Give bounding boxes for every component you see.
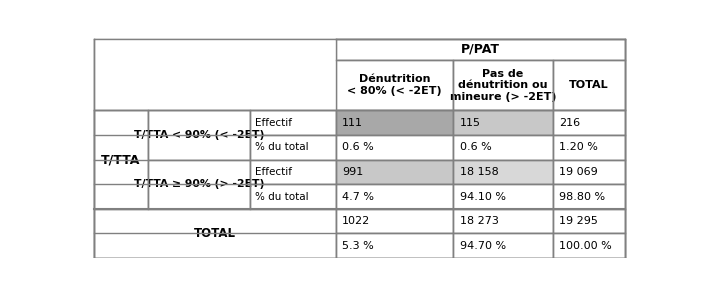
Bar — [250, 135, 336, 160]
Text: Pas de
dénutrition ou
mineure (> -2ET): Pas de dénutrition ou mineure (> -2ET) — [450, 69, 557, 102]
Bar — [454, 233, 552, 258]
Bar — [454, 209, 552, 233]
Bar — [250, 110, 336, 135]
Text: 991: 991 — [342, 167, 363, 177]
Text: 1022: 1022 — [342, 216, 370, 226]
Bar — [336, 184, 454, 209]
Text: T/TTA ≥ 90% (> -2ET): T/TTA ≥ 90% (> -2ET) — [134, 179, 264, 189]
Text: 111: 111 — [342, 117, 363, 128]
Text: 5.3 %: 5.3 % — [342, 241, 374, 251]
Bar — [148, 160, 250, 209]
Bar — [454, 160, 552, 184]
Bar — [336, 39, 625, 60]
Bar — [94, 110, 148, 209]
Text: 4.7 %: 4.7 % — [342, 191, 374, 202]
Bar — [250, 160, 336, 184]
Text: 94.10 %: 94.10 % — [460, 191, 505, 202]
Text: 0.6 %: 0.6 % — [460, 142, 491, 152]
Text: 94.70 %: 94.70 % — [460, 241, 505, 251]
Text: 18 158: 18 158 — [460, 167, 498, 177]
Bar — [552, 60, 625, 110]
Bar — [454, 135, 552, 160]
Text: Effectif: Effectif — [255, 117, 292, 128]
Text: 216: 216 — [559, 117, 580, 128]
Text: TOTAL: TOTAL — [569, 80, 608, 90]
Bar — [94, 39, 336, 110]
Bar — [336, 135, 454, 160]
Bar — [148, 110, 250, 160]
Text: TOTAL: TOTAL — [193, 227, 236, 240]
Text: T/TTA < 90% (< -2ET): T/TTA < 90% (< -2ET) — [134, 130, 264, 140]
Text: % du total: % du total — [255, 142, 308, 152]
Bar — [552, 184, 625, 209]
Text: 18 273: 18 273 — [460, 216, 498, 226]
Bar — [336, 160, 454, 184]
Bar — [336, 110, 454, 135]
Text: 19 295: 19 295 — [559, 216, 598, 226]
Bar — [336, 209, 454, 233]
Text: T/TTA: T/TTA — [101, 153, 141, 166]
Text: 1.20 %: 1.20 % — [559, 142, 598, 152]
Bar — [336, 60, 454, 110]
Text: % du total: % du total — [255, 191, 308, 202]
Bar — [552, 135, 625, 160]
Text: Dénutrition
< 80% (< -2ET): Dénutrition < 80% (< -2ET) — [347, 75, 442, 96]
Bar — [454, 110, 552, 135]
Bar — [552, 233, 625, 258]
Bar — [454, 60, 552, 110]
Text: 98.80 %: 98.80 % — [559, 191, 605, 202]
Text: 19 069: 19 069 — [559, 167, 597, 177]
Text: P/PAT: P/PAT — [461, 43, 500, 56]
Text: 0.6 %: 0.6 % — [342, 142, 374, 152]
Bar — [552, 160, 625, 184]
Text: 115: 115 — [460, 117, 481, 128]
Bar — [552, 209, 625, 233]
Bar — [552, 110, 625, 135]
Text: 100.00 %: 100.00 % — [559, 241, 611, 251]
Bar — [250, 184, 336, 209]
Text: Effectif: Effectif — [255, 167, 292, 177]
Bar — [94, 209, 336, 258]
Bar — [336, 233, 454, 258]
Bar — [454, 184, 552, 209]
